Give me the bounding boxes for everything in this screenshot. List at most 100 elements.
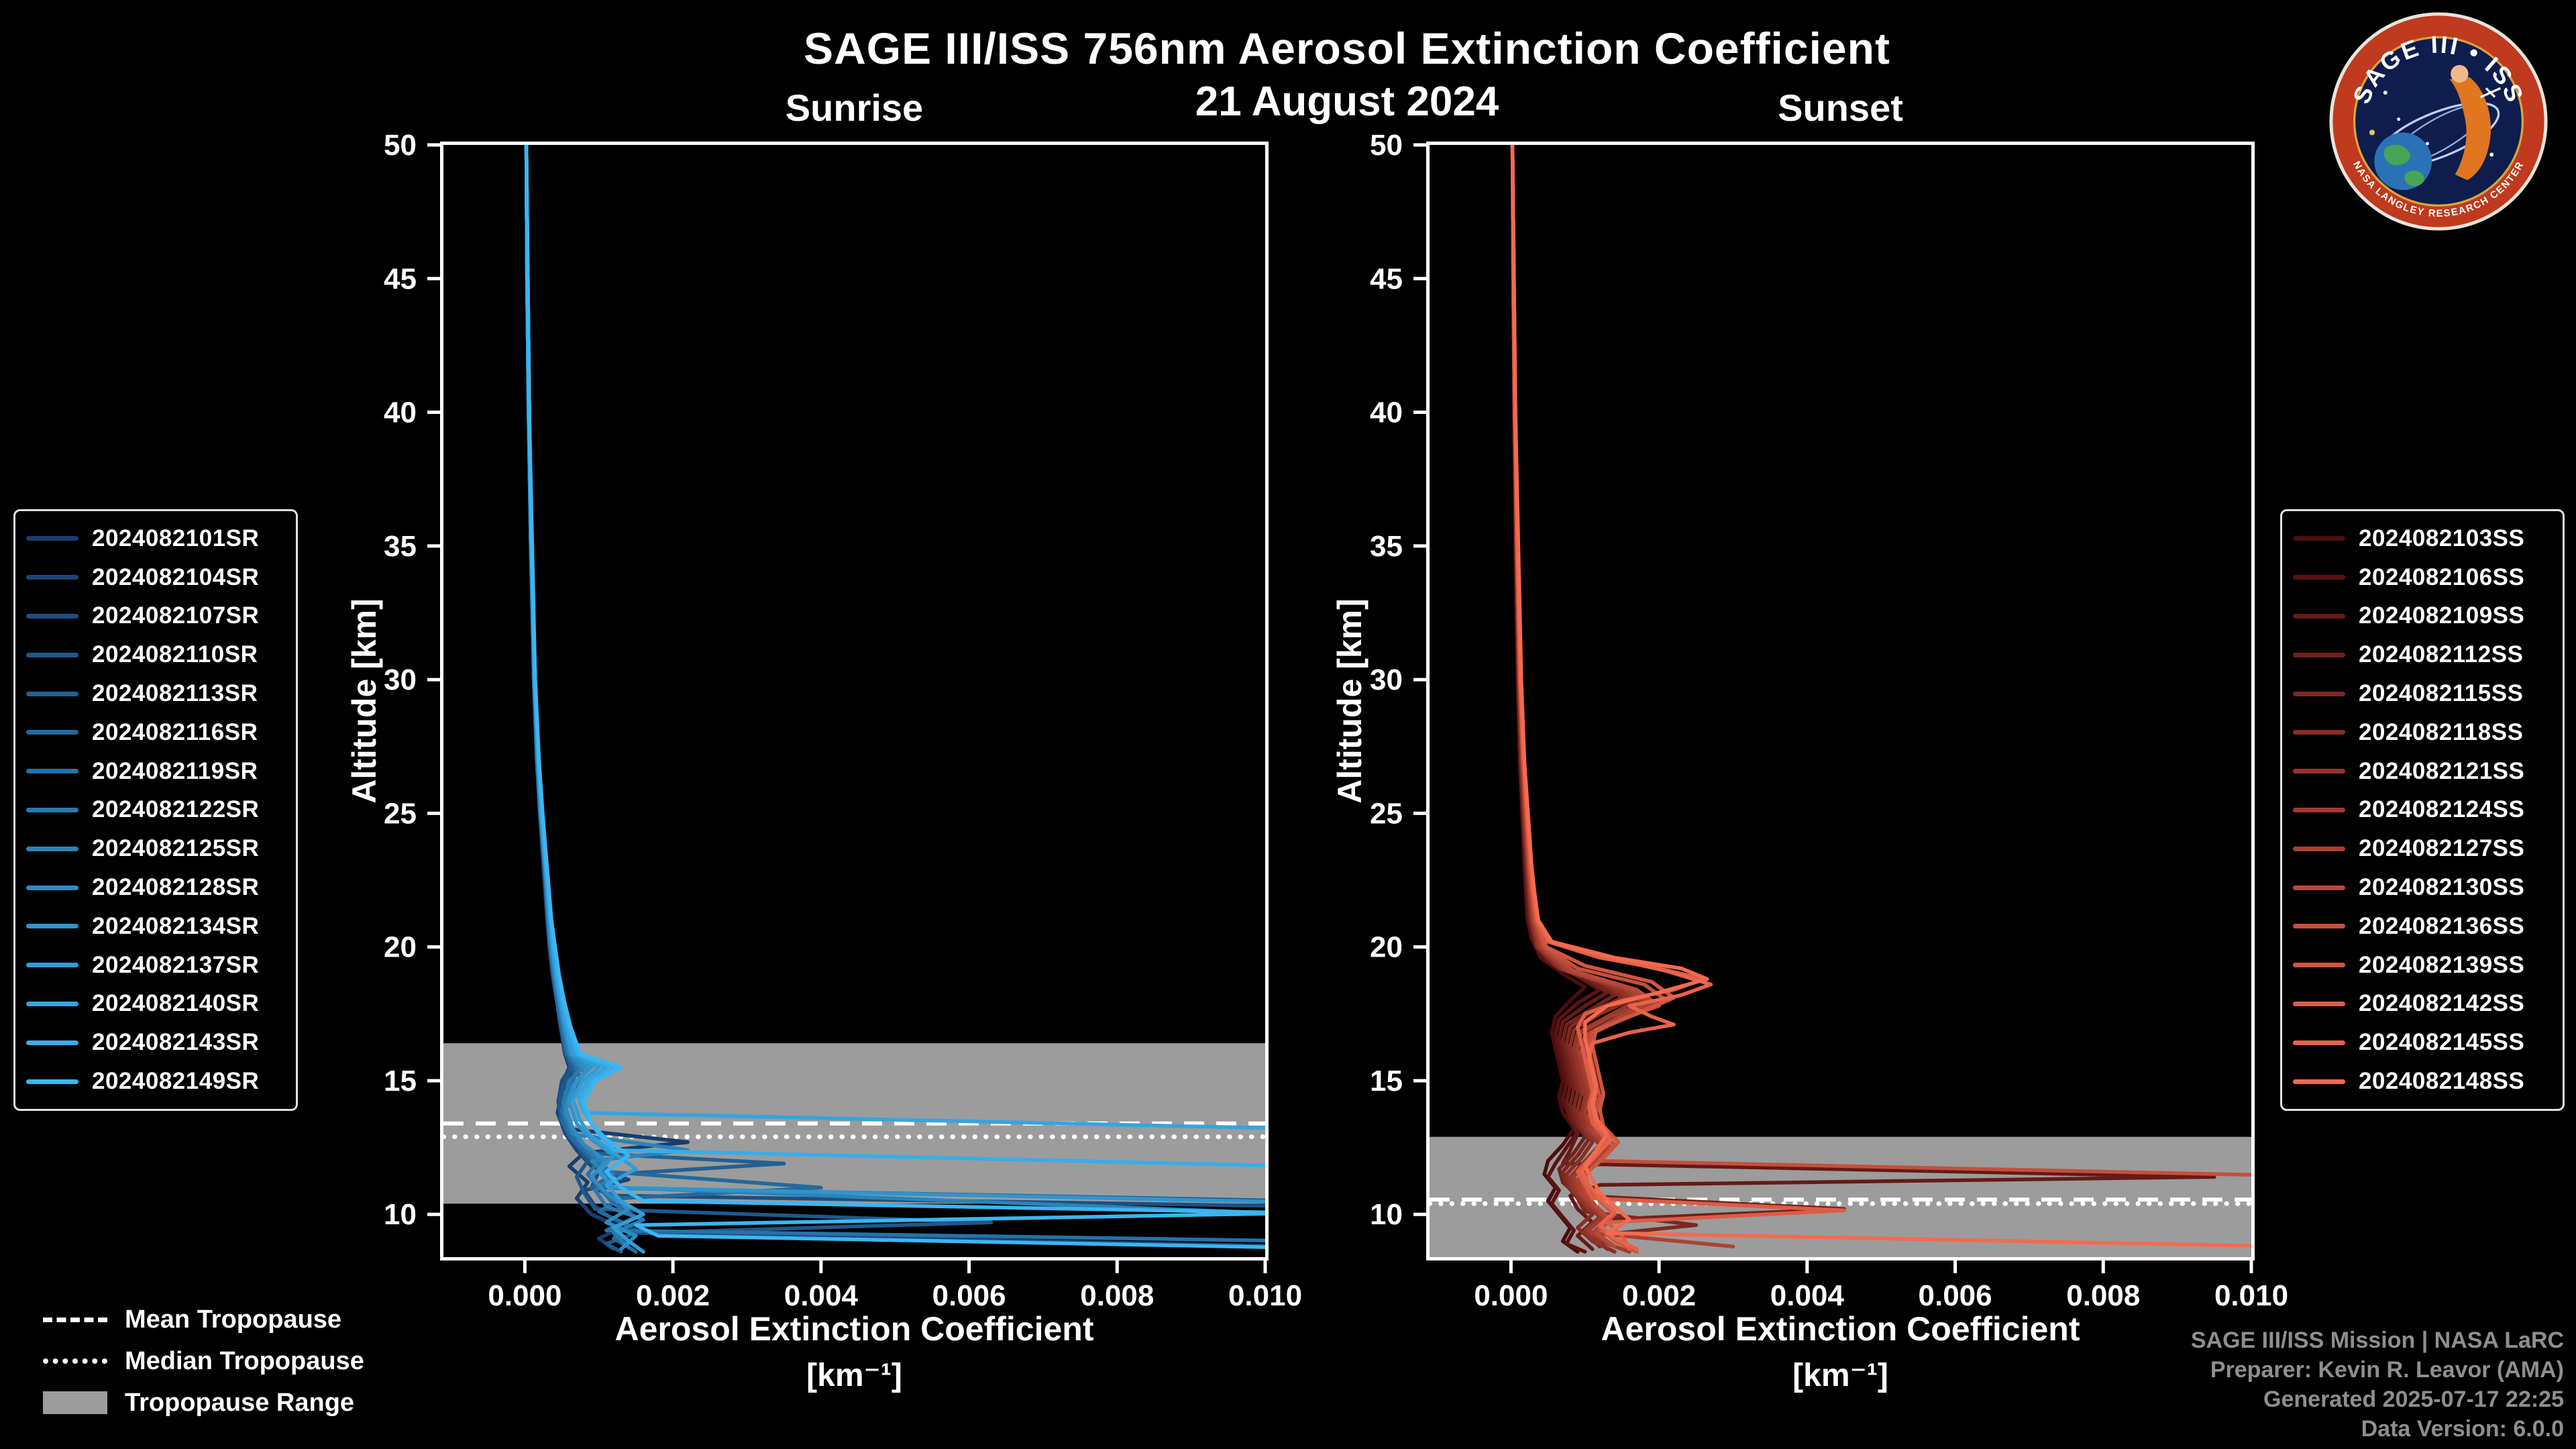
footer-data-version: Data Version: 6.0.0 <box>2361 1416 2564 1442</box>
x-tick-label: 0.008 <box>2066 1279 2140 1312</box>
legend-line-sample-icon <box>2293 769 2345 774</box>
legend-label: 2024082118SS <box>2359 718 2524 745</box>
y-tick-label: 50 <box>384 129 417 162</box>
legend-line-sample-icon <box>2293 924 2345 929</box>
legend-label: 2024082103SS <box>2359 525 2525 551</box>
legend-item: 2024082137SR <box>15 947 296 983</box>
y-tick-label: 20 <box>1370 931 1403 964</box>
logo-stars <box>2369 91 2494 157</box>
median-tropopause-legend-item: Median Tropopause <box>43 1340 364 1382</box>
mean-tropopause-legend-item: Mean Tropopause <box>43 1299 364 1340</box>
y-tick-label: 15 <box>1370 1065 1403 1097</box>
legend-line-sample-icon <box>26 885 78 890</box>
legend-item: 2024082116SR <box>15 714 296 751</box>
mean-tropopause-label: Mean Tropopause <box>125 1305 342 1334</box>
y-tick-label: 10 <box>1370 1198 1403 1231</box>
legend-line-sample-icon <box>2293 730 2345 735</box>
sunset-x-axis-label: Aerosol Extinction Coefficient <box>1601 1310 2080 1348</box>
legend-label: 2024082143SR <box>92 1029 260 1056</box>
tropopause-legend: Mean Tropopause Median Tropopause Tropop… <box>43 1299 364 1424</box>
legend-line-sample-icon <box>26 769 78 774</box>
legend-item: 2024082134SR <box>15 908 296 945</box>
legend-line-sample-icon <box>26 963 78 968</box>
legend-item: 2024082104SR <box>15 559 296 596</box>
legend-line-sample-icon <box>2293 1001 2345 1006</box>
legend-label: 2024082139SS <box>2359 951 2525 978</box>
footer-credits: SAGE III/ISS Mission | NASA LaRC Prepare… <box>2191 1326 2564 1444</box>
legend-line-sample-icon <box>26 691 78 696</box>
sunset-plot-canvas: 50 45 40 35 30 25 20 15 10 0.000 0.002 0.004 0.006 0.… <box>1370 129 2288 1312</box>
y-tick-label: 40 <box>1370 396 1403 429</box>
legend-line-sample-icon <box>2293 1040 2345 1045</box>
legend-label: 2024082112SS <box>2359 641 2524 668</box>
legend-item: 2024082101SR <box>15 521 296 557</box>
legend-line-sample-icon <box>2293 885 2345 890</box>
profile-2024082143SR <box>524 145 1265 1167</box>
legend-item: 2024082121SS <box>2282 753 2563 790</box>
legend-line-sample-icon <box>26 575 78 580</box>
legend-item: 2024082128SR <box>15 869 296 906</box>
legend-line-sample-icon <box>26 652 78 657</box>
x-tick-label: 0.004 <box>1770 1279 1845 1312</box>
legend-label: 2024082110SR <box>92 641 258 668</box>
sunset-legend: 2024082103SS 2024082106SS 2024082109SS 2024… <box>2280 509 2565 1111</box>
sunrise-legend: 2024082101SR 2024082104SR 2024082107SR 2024… <box>13 509 298 1111</box>
legend-item: 2024082143SR <box>15 1024 296 1061</box>
profile-2024082115SS <box>1510 145 1699 1251</box>
profile-2024082145SS <box>1510 145 1713 1251</box>
y-tick-label: 30 <box>384 663 417 696</box>
legend-item: 2024082139SS <box>2282 947 2563 983</box>
legend-label: 2024082145SS <box>2359 1029 2525 1056</box>
median-tropopause-label: Median Tropopause <box>125 1346 364 1375</box>
legend-line-sample-icon <box>26 536 78 541</box>
x-tick-label: 0.004 <box>784 1279 859 1312</box>
y-tick-label: 15 <box>384 1065 417 1097</box>
legend-item: 2024082115SS <box>2282 676 2563 712</box>
legend-label: 2024082142SS <box>2359 990 2525 1017</box>
legend-line-sample-icon <box>2293 652 2345 657</box>
legend-item: 2024082112SS <box>2282 637 2563 673</box>
sunset-x-axis-units: [km⁻¹] <box>1792 1358 1888 1393</box>
sunset-panel-title: Sunset <box>1778 87 1903 129</box>
legend-label: 2024082127SS <box>2359 835 2525 862</box>
x-tick-label: 0.006 <box>1919 1279 1992 1312</box>
legend-item: 2024082119SR <box>15 753 296 790</box>
x-tick-label: 0.010 <box>2214 1279 2288 1312</box>
y-tick-label: 45 <box>1370 262 1403 295</box>
legend-item: 2024082124SS <box>2282 792 2563 828</box>
profile-2024082149SR <box>524 145 1265 1249</box>
sunrise-x-axis-units: [km⁻¹] <box>806 1358 902 1393</box>
x-tick-label: 0.010 <box>1228 1279 1302 1312</box>
tropopause-range-legend-item: Tropopause Range <box>43 1382 364 1424</box>
legend-item: 2024082118SS <box>2282 714 2563 751</box>
profile-2024082127SS <box>1510 145 1735 1248</box>
x-tick-label: 0.008 <box>1080 1279 1154 1312</box>
sunrise-plot: 50 45 40 35 30 25 20 15 10 0.000 0.002 0.004 0.006 0.… <box>384 129 1302 1312</box>
legend-line-sample-icon <box>26 730 78 735</box>
x-tick-label: 0.000 <box>1474 1279 1548 1312</box>
legend-item: 2024082107SR <box>15 598 296 634</box>
date-subtitle: 21 August 2024 <box>1195 78 1499 125</box>
legend-line-sample-icon <box>26 1079 78 1084</box>
logo-figure-icon <box>2449 77 2491 180</box>
legend-item: 2024082149SR <box>15 1063 296 1099</box>
legend-label: 2024082113SR <box>92 680 258 707</box>
legend-item: 2024082142SS <box>2282 985 2563 1022</box>
y-tick-label: 45 <box>384 262 417 295</box>
sunset-plot: 50 45 40 35 30 25 20 15 10 0.000 0.002 0.004 0.006 0.… <box>1370 129 2288 1312</box>
profile-2024082109SS <box>1510 145 2216 1251</box>
tropopause-range-swatch-icon <box>43 1391 107 1414</box>
legend-item: 2024082127SS <box>2282 830 2563 867</box>
y-tick-label: 40 <box>384 396 417 429</box>
legend-item: 2024082136SS <box>2282 908 2563 945</box>
legend-label: 2024082125SR <box>92 835 260 862</box>
legend-line-sample-icon <box>2293 575 2345 580</box>
legend-label: 2024082101SR <box>92 525 260 551</box>
median-tropopause-dot-icon <box>43 1358 107 1364</box>
footer-generated: Generated 2025-07-17 22:25 <box>2263 1387 2564 1412</box>
legend-line-sample-icon <box>26 846 78 851</box>
legend-item: 2024082103SS <box>2282 521 2563 557</box>
profile-2024082140SR <box>524 145 1265 1130</box>
legend-label: 2024082121SS <box>2359 757 2525 784</box>
